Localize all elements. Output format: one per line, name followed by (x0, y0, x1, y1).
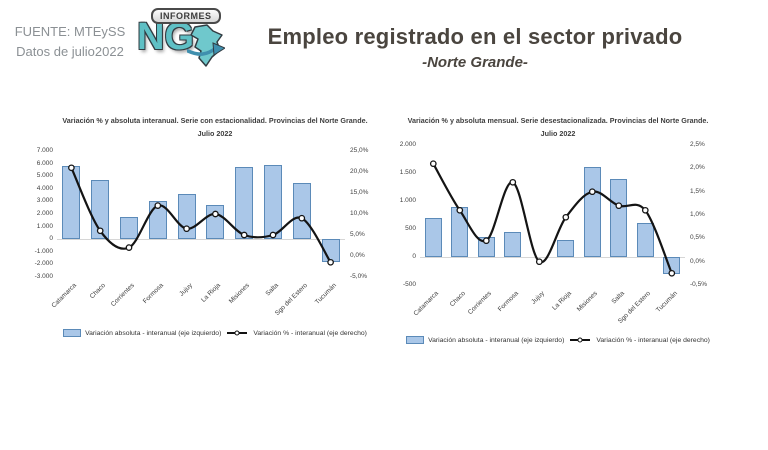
line-marker-la-rioja (212, 210, 219, 218)
right-axis-tick: 1,5% (690, 187, 705, 195)
line-marker-misiones (240, 231, 248, 239)
bar-legend-label: Variación absoluta - interanual (eje izq… (85, 329, 222, 337)
line-marker-tucum-n (327, 258, 334, 266)
right-axis-tick: 1,0% (690, 211, 705, 218)
line-legend-swatch (570, 337, 591, 343)
left-axis-tick: 1.000 (399, 197, 416, 204)
map-arrow-icon (187, 24, 225, 67)
right-axis-tick: 10,0% (350, 210, 369, 217)
bar-sgo-del-estero (292, 182, 311, 240)
chart-subtitle: Julio 2022 (197, 129, 233, 138)
line-legend-label: Variación % - interanual (eje derecho) (253, 329, 367, 337)
line-marker-la-rioja (562, 213, 570, 221)
left-axis-tick: 0 (49, 235, 53, 243)
title-block: Empleo registrado en el sector privado -… (228, 24, 722, 71)
left-axis-tick: 500 (405, 225, 416, 232)
line-marker-corrientes (482, 237, 490, 245)
line-marker-catamarca (429, 160, 437, 168)
right-axis-tick: 25,0% (350, 147, 369, 154)
left-axis-tick: 3.000 (36, 197, 53, 205)
left-axis-tick: -500 (402, 281, 416, 288)
right-axis-tick: -5,0% (350, 273, 367, 280)
line-marker-formosa (509, 178, 517, 186)
line-marker-corrientes (125, 244, 133, 251)
line-marker-formosa (154, 202, 162, 209)
bar-misiones (235, 167, 254, 240)
plot-area: 7.000 6.000 5.000 4.000 3.000 2.000 1.000 0 -1.0… (35, 110, 395, 362)
left-axis-tick: 6.000 (36, 159, 53, 167)
bar-misiones (583, 167, 601, 257)
page-title: Empleo registrado en el sector privado (267, 24, 683, 49)
left-axis-tick: 0 (412, 253, 416, 260)
bar-legend-label: Variación absoluta - interanual (eje izq… (428, 336, 565, 344)
trend-line-layer (68, 164, 334, 266)
bar-formosa (504, 231, 522, 257)
bar-legend-swatch (406, 336, 425, 344)
chart-interanual: Variación % y absoluta interanual. Serie… (35, 110, 395, 362)
bar-salta (610, 178, 628, 257)
chart-title: Variación % y absoluta interanual. Serie… (62, 116, 368, 125)
right-axis-tick: 2,0% (690, 164, 705, 172)
left-axis-tick: 2.000 (399, 141, 416, 148)
trend-line-layer (429, 160, 676, 277)
left-axis-tick: 2.000 (36, 210, 53, 217)
source-line-1: FUENTE: MTEySS (14, 24, 126, 39)
left-axis-tick: -3.000 (34, 273, 53, 280)
line-legend-marker (577, 337, 583, 343)
chart-legend: Variación absoluta - interanual (eje izq… (393, 336, 723, 344)
line-marker-jujuy (535, 258, 543, 266)
logo-informes-label: INFORMES (151, 8, 221, 24)
chart-mensual: Variación % y absoluta mensual. Serie de… (393, 110, 723, 362)
line-marker-catamarca (68, 164, 75, 172)
informes-ng-logo: INFORMES NG (137, 8, 225, 74)
left-axis-tick: 5.000 (36, 172, 53, 180)
right-axis-tick: 0,0% (350, 252, 365, 259)
zero-gridline (57, 239, 345, 241)
left-axis-tick: -2.000 (34, 260, 53, 268)
page-subtitle: -Norte Grande- (422, 54, 528, 71)
right-axis-tick: -0,5% (690, 281, 707, 288)
chart-subtitle: Julio 2022 (540, 129, 576, 138)
chart-legend: Variación absoluta - interanual (eje izq… (35, 329, 395, 337)
trend-line (70, 166, 332, 264)
right-axis-tick: 2,5% (690, 141, 705, 148)
source-note: FUENTE: MTEySS Datos de julio2022 (6, 22, 134, 62)
bar-catamarca (424, 217, 442, 257)
line-marker-chaco (456, 206, 464, 214)
right-axis-tick: 0,5% (690, 234, 705, 242)
line-marker-jujuy (183, 225, 190, 233)
left-axis-tick: 1.000 (36, 222, 53, 230)
logo-ng-text: NG (137, 16, 194, 58)
right-axis-tick: 5,0% (350, 231, 365, 238)
line-legend-label: Variación % - interanual (eje derecho) (596, 336, 710, 344)
line-marker-salta (269, 231, 277, 239)
right-axis-tick: 20,0% (350, 168, 369, 175)
line-marker-sgo-del-estero (641, 206, 649, 214)
line-legend-marker (234, 330, 240, 336)
right-axis-tick: 0,0% (690, 257, 705, 265)
zero-gridline (420, 257, 685, 258)
line-marker-sgo-del-estero (298, 214, 306, 222)
chart-title: Variación % y absoluta mensual. Serie de… (407, 116, 709, 125)
bar-la-rioja (557, 240, 575, 257)
plot-area: 2.000 1.500 1.000 500 0 -500 2,5% 2,0% 1,5% 1,0% 0… (393, 110, 723, 362)
right-axis-tick: 15,0% (350, 189, 369, 196)
line-legend-swatch (227, 330, 248, 336)
left-axis-tick: 4.000 (36, 184, 53, 192)
left-axis-tick: 1.500 (399, 169, 416, 176)
trend-line (432, 162, 673, 275)
bar-legend-swatch (63, 329, 82, 337)
line-marker-tucum-n (668, 269, 676, 277)
bar-corrientes (120, 216, 138, 240)
bar-sgo-del-estero (636, 223, 654, 257)
source-line-2: Datos de julio2022 (16, 44, 124, 60)
bar-la-rioja (206, 205, 225, 240)
left-axis-tick: -1.000 (34, 247, 53, 255)
line-marker-chaco (96, 227, 104, 235)
line-marker-misiones (588, 188, 596, 196)
left-axis-tick: 7.000 (36, 147, 53, 154)
bar-salta (264, 164, 282, 240)
line-marker-salta (615, 202, 623, 210)
